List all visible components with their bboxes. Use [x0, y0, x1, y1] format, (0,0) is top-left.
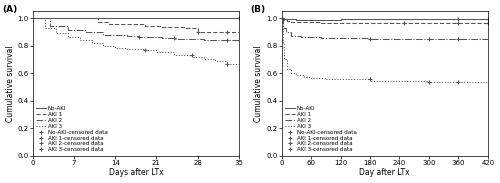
- Text: (B): (B): [250, 5, 266, 14]
- X-axis label: Day after LTx: Day after LTx: [360, 168, 410, 178]
- Legend: No-AKI, AKI 1, AKI 2, AKI 3, No-AKI-censored data, AKI 1-censored data, AKI 2-ce: No-AKI, AKI 1, AKI 2, AKI 3, No-AKI-cens…: [36, 106, 108, 153]
- Legend: No-AKI, AKI 1, AKI 2, AKI 3, No-AKI-censored data, AKI 1-censored data, AKI 2-ce: No-AKI, AKI 1, AKI 2, AKI 3, No-AKI-cens…: [284, 106, 357, 153]
- Y-axis label: Cumulative survival: Cumulative survival: [254, 45, 264, 122]
- Y-axis label: Cumulative survival: Cumulative survival: [6, 45, 15, 122]
- X-axis label: Days after LTx: Days after LTx: [108, 168, 163, 178]
- Text: (A): (A): [2, 5, 17, 14]
